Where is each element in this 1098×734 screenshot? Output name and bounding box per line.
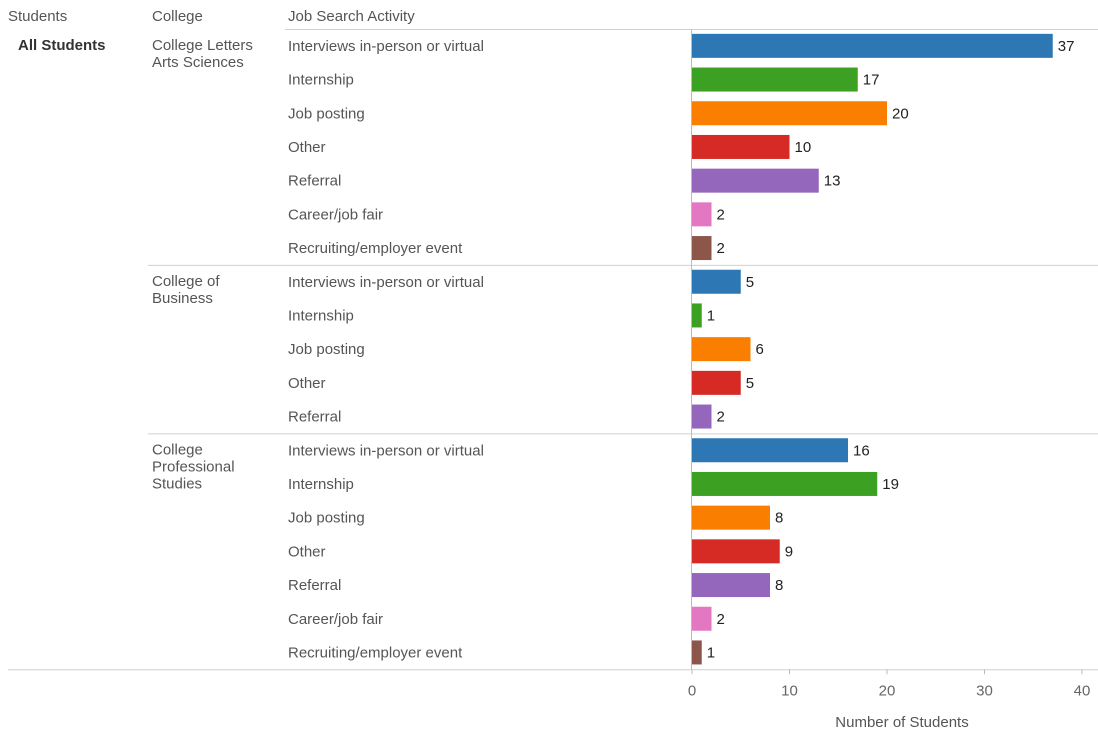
activity-label: Career/job fair (288, 611, 383, 628)
value-label: 13 (824, 173, 841, 190)
activity-label: Referral (288, 577, 341, 594)
activity-label: Recruiting/employer event (288, 240, 463, 257)
bar (692, 236, 712, 261)
college-label: Business (152, 290, 213, 307)
bar (692, 168, 819, 193)
bar (692, 471, 878, 496)
activity-label: Internship (288, 72, 354, 89)
college-label: College Letters (152, 37, 253, 54)
x-axis-title: Number of Students (835, 714, 968, 731)
activity-label: Career/job fair (288, 206, 383, 223)
college-label: College of (152, 273, 220, 290)
bar (692, 101, 887, 126)
bar (692, 134, 790, 159)
bar (692, 640, 702, 665)
activity-label: Other (288, 139, 326, 156)
bar (692, 303, 702, 328)
value-label: 16 (853, 442, 870, 459)
activity-label: Recruiting/employer event (288, 644, 463, 661)
value-label: 17 (863, 72, 880, 89)
header-activity: Job Search Activity (288, 8, 415, 25)
bar (692, 438, 848, 463)
value-label: 10 (795, 139, 812, 156)
value-label: 5 (746, 375, 754, 392)
activity-label: Job posting (288, 105, 365, 122)
college-label: Studies (152, 475, 202, 492)
x-tick-label: 30 (976, 682, 993, 699)
value-label: 20 (892, 105, 909, 122)
value-label: 9 (785, 543, 793, 560)
value-label: 19 (882, 476, 899, 493)
value-label: 2 (717, 206, 725, 223)
bar (692, 269, 741, 294)
value-label: 2 (717, 611, 725, 628)
value-label: 2 (717, 409, 725, 426)
header-students: Students (8, 8, 67, 25)
college-label: Professional (152, 458, 235, 475)
college-label: Arts Sciences (152, 54, 244, 71)
x-tick-label: 20 (879, 682, 896, 699)
bar (692, 67, 858, 92)
value-label: 1 (707, 644, 715, 661)
bar (692, 33, 1053, 58)
value-label: 5 (746, 274, 754, 291)
activity-label: Internship (288, 307, 354, 324)
activity-label: Other (288, 543, 326, 560)
activity-label: Internship (288, 476, 354, 493)
bar (692, 505, 770, 530)
bar (692, 573, 770, 598)
bar (692, 404, 712, 429)
header-college: College (152, 8, 203, 25)
value-label: 8 (775, 577, 783, 594)
students-group-label: All Students (18, 37, 106, 54)
value-label: 2 (717, 240, 725, 257)
college-label: College (152, 441, 203, 458)
bar (692, 539, 780, 564)
activity-label: Interviews in-person or virtual (288, 38, 484, 55)
value-label: 1 (707, 307, 715, 324)
activity-label: Referral (288, 409, 341, 426)
bar (692, 202, 712, 227)
x-tick-label: 0 (688, 682, 696, 699)
bar (692, 337, 751, 362)
x-tick-label: 10 (781, 682, 798, 699)
activity-label: Job posting (288, 510, 365, 527)
activity-label: Referral (288, 173, 341, 190)
activity-label: Other (288, 375, 326, 392)
activity-label: Interviews in-person or virtual (288, 442, 484, 459)
activity-label: Interviews in-person or virtual (288, 274, 484, 291)
value-label: 8 (775, 510, 783, 527)
value-label: 37 (1058, 38, 1075, 55)
activity-label: Job posting (288, 341, 365, 358)
x-tick-label: 40 (1074, 682, 1091, 699)
bar (692, 370, 741, 395)
value-label: 6 (756, 341, 764, 358)
bar (692, 606, 712, 631)
